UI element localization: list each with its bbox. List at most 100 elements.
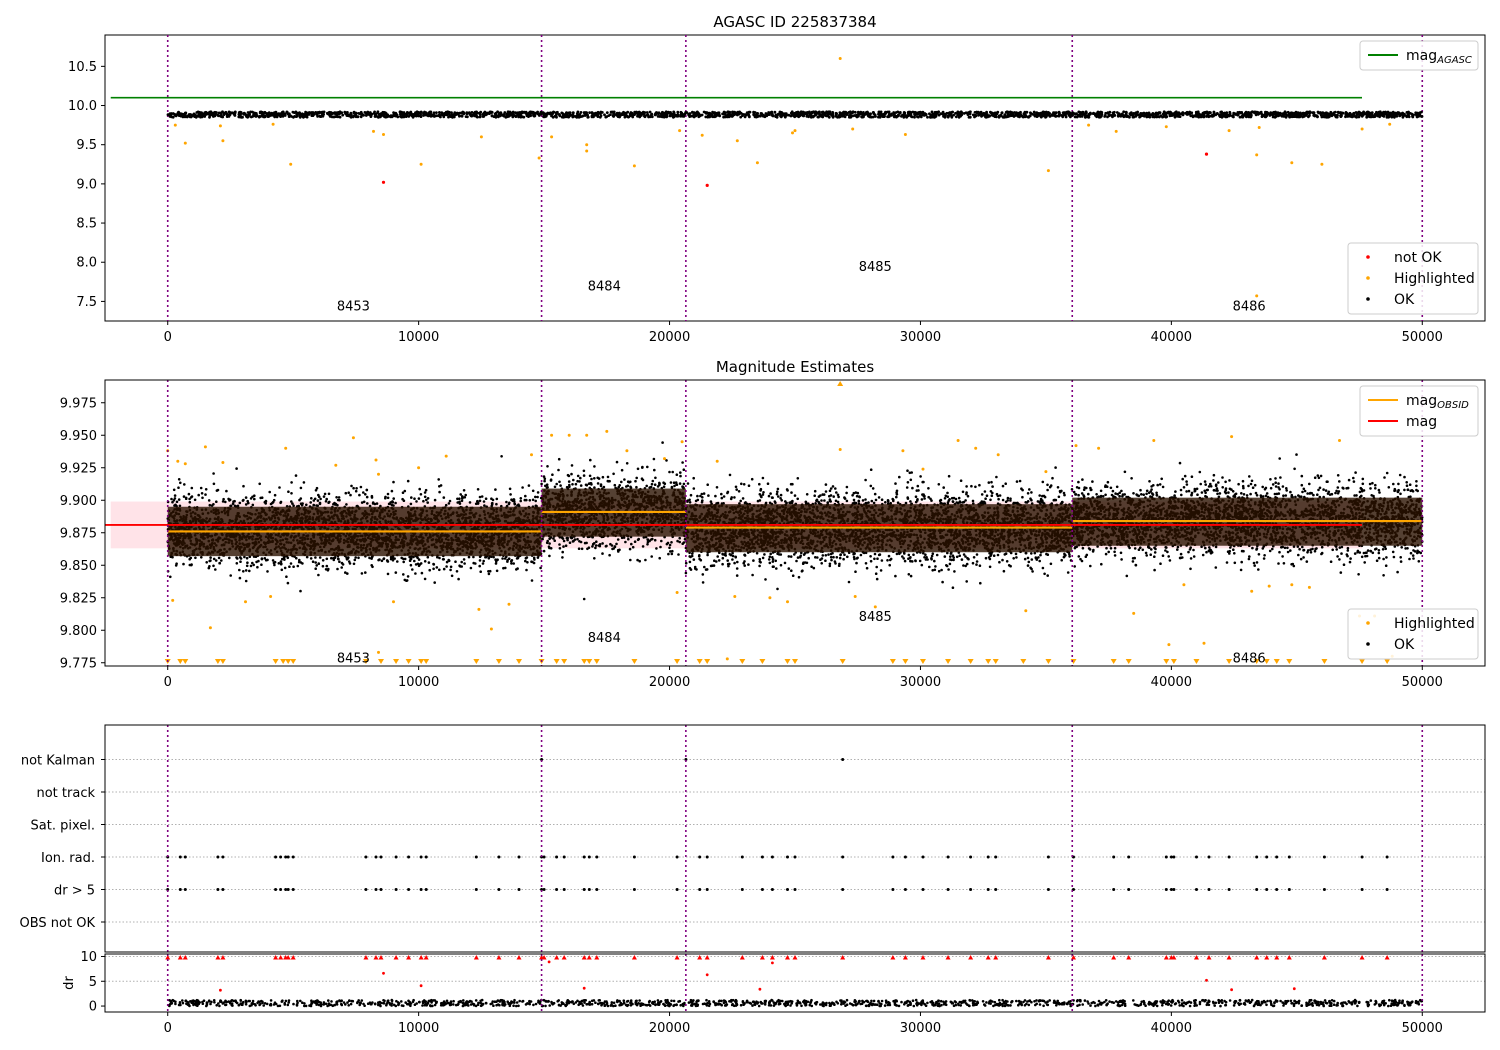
- ok-point: [245, 564, 249, 568]
- ok-point: [205, 113, 208, 116]
- ok-point: [586, 113, 589, 117]
- ok-point: [362, 491, 365, 494]
- legend-swatch: [1366, 297, 1370, 301]
- ok-point: [1272, 113, 1275, 116]
- ok-point: [320, 112, 324, 116]
- ok-point: [479, 113, 482, 117]
- ok-point: [1406, 112, 1410, 115]
- ok-point: [1203, 111, 1207, 115]
- ok-point: [1220, 113, 1224, 117]
- ok-point: [1362, 110, 1365, 114]
- ok-point: [341, 113, 345, 117]
- ok-point: [882, 115, 886, 118]
- ok-point: [494, 558, 497, 561]
- highlighted-point: [1360, 127, 1364, 131]
- ok-point: [1022, 115, 1025, 119]
- ok-point: [1106, 112, 1110, 115]
- ok-point: [428, 111, 431, 115]
- ok-point: [439, 115, 442, 119]
- ok-point: [476, 488, 480, 491]
- ok-point: [212, 113, 215, 116]
- ok-point: [479, 110, 483, 114]
- ok-point: [287, 490, 290, 494]
- ok-point: [603, 113, 606, 117]
- ok-point: [447, 111, 451, 115]
- ok-point: [1322, 115, 1326, 119]
- ok-point: [919, 112, 922, 115]
- ok-point: [257, 559, 260, 563]
- panel-agasc: 84538484848584867.58.08.59.09.510.010.50…: [68, 34, 1486, 345]
- ok-point: [324, 500, 328, 503]
- ok-point: [527, 484, 531, 487]
- ok-point: [314, 561, 318, 564]
- ok-point: [1420, 110, 1423, 114]
- ok-point: [392, 480, 395, 484]
- ok-point: [459, 565, 462, 568]
- ok-point: [449, 565, 453, 569]
- ok-point: [344, 571, 347, 574]
- ok-point: [1296, 111, 1300, 115]
- ok-point: [584, 111, 588, 114]
- ok-point: [260, 563, 263, 566]
- ok-point: [171, 112, 175, 115]
- ok-point: [444, 110, 448, 114]
- ok-point: [1079, 111, 1083, 114]
- ok-point: [776, 112, 780, 116]
- ok-point: [1305, 111, 1309, 115]
- ok-point: [613, 113, 617, 116]
- ok-point: [458, 114, 461, 118]
- ok-point: [665, 115, 668, 119]
- ok-point: [355, 487, 358, 490]
- ok-point: [438, 556, 441, 560]
- ok-point: [231, 111, 235, 115]
- ok-point: [1040, 111, 1044, 115]
- ok-point: [1238, 110, 1242, 114]
- ok-point: [514, 115, 518, 118]
- highlighted-point: [1320, 162, 1324, 166]
- ok-point: [1048, 114, 1052, 118]
- ok-point: [464, 493, 468, 497]
- ok-point: [898, 112, 902, 115]
- ok-point: [743, 115, 747, 119]
- not-ok-point: [1204, 152, 1209, 156]
- ok-point: [414, 572, 417, 575]
- ok-point: [872, 112, 876, 115]
- ok-point: [384, 111, 387, 115]
- ok-point: [442, 567, 446, 571]
- ok-point: [1401, 115, 1405, 119]
- ok-point: [1151, 112, 1155, 115]
- ok-point: [1173, 113, 1177, 117]
- ok-point: [943, 114, 946, 118]
- ok-point: [637, 110, 641, 114]
- ok-point: [248, 569, 251, 573]
- ok-point: [711, 110, 714, 114]
- ok-point: [796, 110, 800, 114]
- ok-point: [239, 557, 243, 560]
- ok-point: [818, 114, 821, 118]
- ok-point: [336, 498, 340, 502]
- ok-point: [487, 112, 491, 115]
- ok-point: [405, 113, 409, 117]
- ok-point: [1121, 114, 1125, 118]
- ok-point: [273, 111, 276, 114]
- ok-point: [217, 111, 221, 115]
- ok-point: [468, 112, 472, 116]
- ok-point: [419, 493, 423, 496]
- ok-point: [1197, 115, 1201, 119]
- ok-point: [1305, 114, 1308, 117]
- ok-point: [954, 115, 958, 119]
- ok-point: [692, 115, 696, 119]
- ok-point: [311, 560, 315, 563]
- ok-point: [475, 111, 479, 115]
- ok-point: [1291, 115, 1294, 118]
- legend-label: Highlighted: [1394, 271, 1475, 287]
- ok-point: [650, 112, 654, 116]
- ok-point: [334, 111, 338, 115]
- ok-point: [635, 111, 638, 115]
- highlighted-point: [1255, 294, 1259, 298]
- ok-point: [221, 500, 225, 503]
- ok-point: [426, 555, 430, 559]
- ok-point: [672, 110, 676, 114]
- ok-point: [1376, 111, 1380, 115]
- ok-point: [244, 579, 248, 583]
